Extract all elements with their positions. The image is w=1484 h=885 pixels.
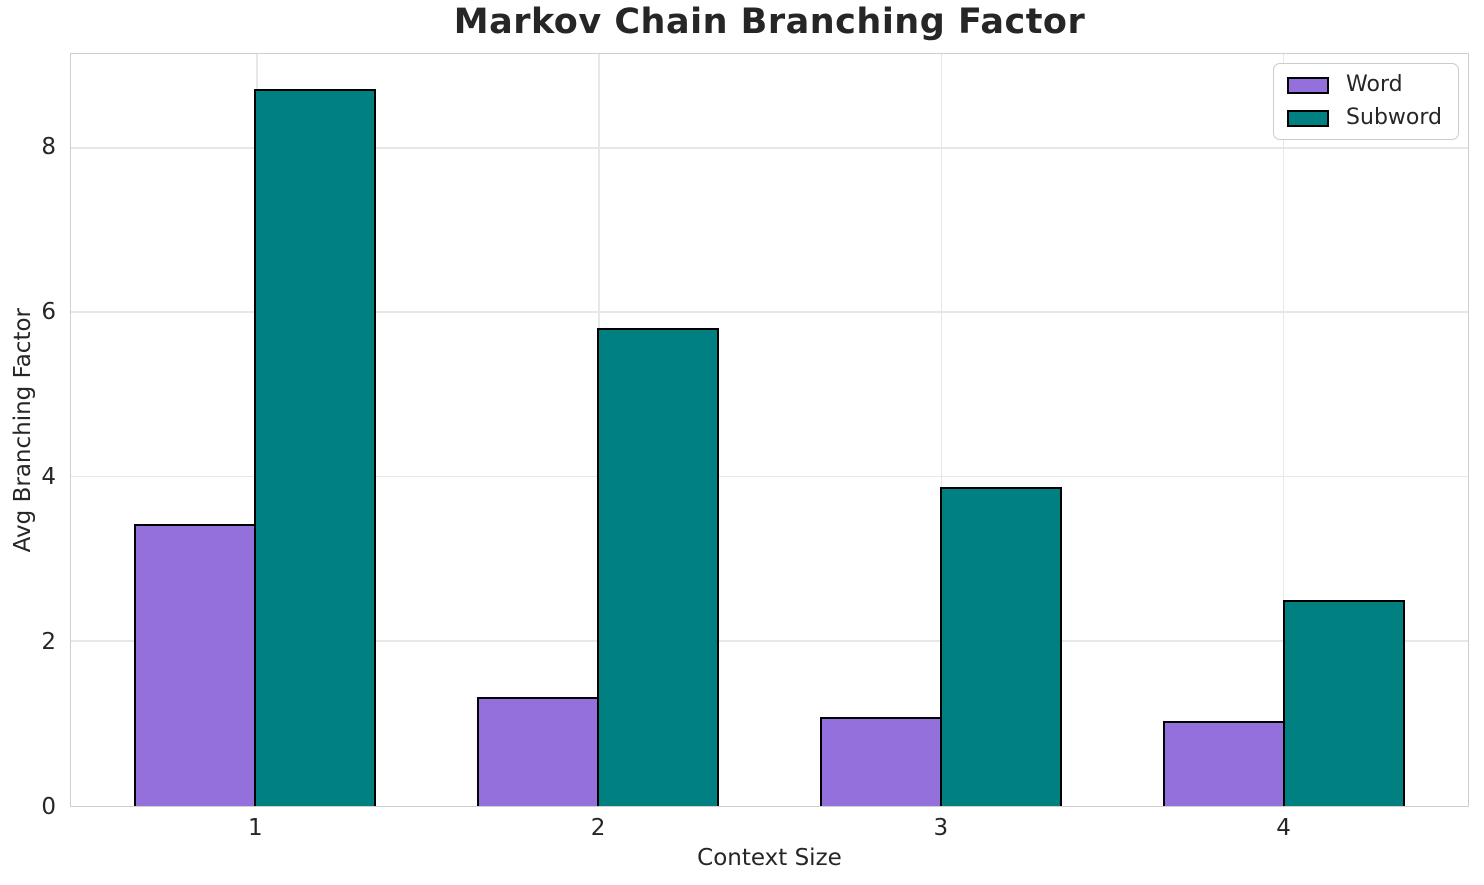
ytick-label-8: 8	[41, 134, 56, 161]
ytick-label-0: 0	[41, 793, 56, 820]
chart-title: Markov Chain Branching Factor	[453, 2, 1086, 42]
legend: Word Subword	[1273, 63, 1459, 140]
bar-word-3	[819, 717, 942, 806]
xtick-label-2: 2	[590, 815, 606, 841]
xtick-label-4: 4	[1276, 815, 1291, 841]
plot-area: Word Subword	[70, 53, 1469, 807]
legend-item-word: Word	[1287, 72, 1442, 98]
gridline-x-3	[940, 54, 943, 806]
ytick-label-2: 2	[41, 628, 56, 655]
gridline-y-8	[71, 147, 1468, 149]
y-axis-label-wrap: Avg Branching Factor	[0, 53, 46, 807]
x-axis-label: Context Size	[697, 845, 842, 871]
legend-label-word: Word	[1346, 72, 1403, 97]
gridline-x-4	[1282, 54, 1285, 806]
gridline-y-4	[71, 475, 1468, 478]
legend-swatch-subword	[1287, 109, 1330, 127]
gridline-y-6	[71, 311, 1468, 313]
ytick-label-6: 6	[41, 299, 56, 326]
bar-word-4	[1162, 721, 1285, 806]
legend-swatch-word	[1287, 76, 1330, 94]
bar-subword-3	[939, 487, 1062, 806]
y-axis-label: Avg Branching Factor	[10, 307, 36, 553]
gridline-y-2	[71, 640, 1468, 642]
xtick-label-1: 1	[248, 815, 263, 841]
legend-item-subword: Subword	[1287, 105, 1442, 131]
ytick-label-4: 4	[41, 463, 56, 490]
bar-subword-4	[1282, 600, 1405, 806]
bar-word-1	[134, 524, 257, 806]
bar-subword-2	[597, 328, 720, 806]
bar-word-2	[477, 697, 600, 806]
legend-label-subword: Subword	[1346, 105, 1442, 130]
xtick-label-3: 3	[933, 815, 949, 841]
bar-subword-1	[254, 89, 377, 806]
